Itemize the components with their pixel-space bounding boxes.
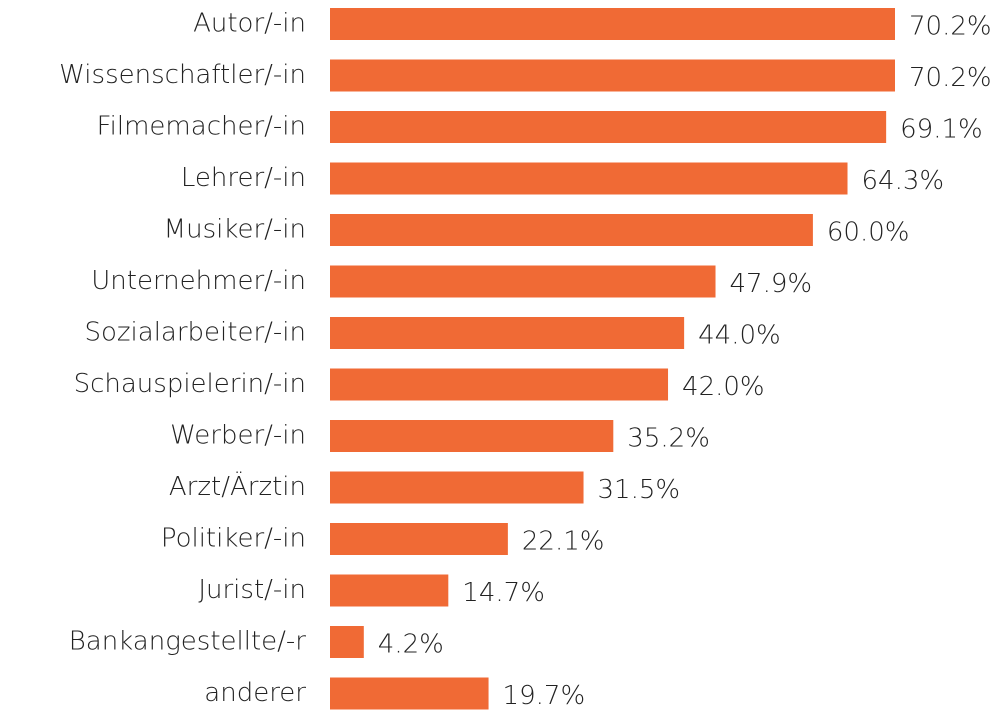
category-label: Autor/-in (193, 9, 306, 39)
category-label: Jurist/-in (198, 575, 306, 605)
value-label: 47.9% (730, 269, 813, 299)
bar (330, 8, 895, 40)
category-label: Unternehmer/-in (91, 266, 306, 296)
category-label: Werber/-in (170, 421, 306, 451)
category-label: Sozialarbeiter/-in (84, 318, 306, 348)
bar (330, 523, 508, 555)
bar (330, 368, 669, 401)
category-label: Politiker/-in (161, 524, 306, 554)
value-label: 31.5% (598, 475, 681, 505)
category-label: Lehrer/-in (181, 163, 306, 193)
value-label: 70.2% (909, 63, 992, 93)
value-label: 69.1% (900, 115, 983, 145)
value-label: 19.7% (503, 681, 586, 710)
bar (330, 265, 716, 298)
category-label: Arzt/Ärztin (169, 470, 306, 502)
value-label: 44.0% (698, 321, 781, 351)
bar (330, 317, 685, 349)
category-label: Schauspielerin/-in (74, 369, 306, 399)
category-label: Musiker/-in (164, 215, 306, 245)
value-label: 70.2% (909, 12, 992, 42)
bar (330, 420, 614, 452)
value-label: 35.2% (627, 424, 710, 454)
value-label: 14.7% (462, 578, 545, 608)
value-label: 60.0% (827, 218, 910, 248)
bar (330, 214, 813, 246)
category-label: Wissenschaftler/-in (59, 60, 306, 90)
value-label: 64.3% (862, 166, 945, 196)
bar (330, 626, 364, 658)
bar (330, 111, 887, 143)
value-label: 42.0% (682, 372, 765, 402)
bar (330, 162, 848, 195)
category-label: Filmemacher/-in (97, 112, 306, 142)
bar (330, 471, 584, 504)
category-label: anderer (204, 678, 306, 708)
bar (330, 574, 449, 607)
value-label: 4.2% (378, 630, 444, 660)
bar (330, 59, 895, 92)
value-label: 22.1% (522, 527, 605, 557)
bar (330, 677, 489, 710)
category-label: Bankangestellte/-r (69, 627, 307, 657)
